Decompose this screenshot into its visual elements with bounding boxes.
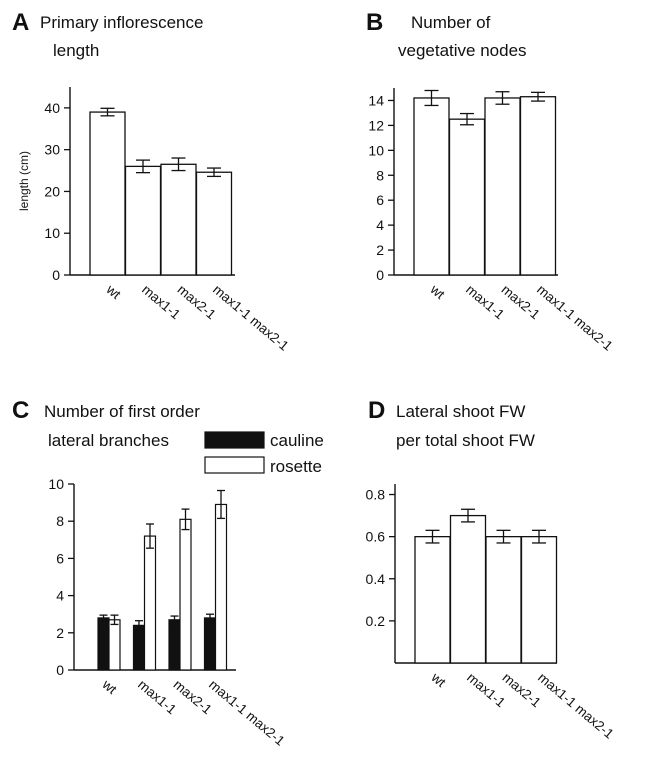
panel-b: B Number of vegetative nodes 0 2 4 6 8 10 12 14… xyxy=(366,9,616,354)
bar-max2-1 xyxy=(485,535,522,664)
y-tick-label: 8 xyxy=(376,167,384,183)
y-tick-label: 0 xyxy=(56,662,64,678)
bar-wt xyxy=(413,97,450,276)
x-category-label-max1-1: max1-1 xyxy=(135,677,179,717)
x-category-label-max1-1-max2-1: max1-1 max2-1 xyxy=(535,670,616,742)
y-tick-label: 4 xyxy=(376,217,384,233)
bar-rosette-wt xyxy=(108,619,121,671)
x-category-label-max1-1: max1-1 xyxy=(463,282,507,322)
x-category-label-max1-1: max1-1 xyxy=(464,670,508,710)
legend-label-rosette: rosette xyxy=(270,457,322,476)
x-category-label-wt: wt xyxy=(103,281,124,302)
bar-rosette-max1-1 xyxy=(143,535,157,671)
panel-d-title-line-2: per total shoot FW xyxy=(396,431,535,450)
y-tick-label: 0.6 xyxy=(366,529,386,545)
y-tick-label: 10 xyxy=(48,476,64,492)
panel-a-title-line-1: Primary inflorescence xyxy=(40,13,203,32)
y-tick-label: 2 xyxy=(56,625,64,641)
panel-d: D Lateral shoot FW per total shoot FW 0.… xyxy=(366,397,617,742)
panel-a-title-line-2: length xyxy=(53,41,99,60)
y-tick-label: 10 xyxy=(368,142,384,158)
bar-rosette-max1-1-max2-1 xyxy=(214,503,228,671)
x-category-label-max1-1-max2-1: max1-1 max2-1 xyxy=(210,282,291,354)
y-tick-label: 10 xyxy=(44,225,60,241)
bar-max1-1 xyxy=(449,514,487,664)
x-category-label-max1-1: max1-1 xyxy=(139,282,183,322)
x-category-label-max2-1: max2-1 xyxy=(171,677,215,717)
panel-letter-a: A xyxy=(12,9,29,36)
y-tick-label: 0 xyxy=(376,267,384,283)
panel-c-legend: cauline rosette xyxy=(204,431,324,476)
panel-letter-d: D xyxy=(368,397,385,424)
panel-a-plot: 0 10 20 30 40 length (cm) wt max1-1max2-1max1-1… xyxy=(17,87,292,354)
y-tick-label: 30 xyxy=(44,142,60,158)
panel-a: A Primary inflorescence length 0 10 20 30 40… xyxy=(12,9,292,354)
panel-c: C Number of first order lateral branches… xyxy=(12,397,324,749)
panel-c-title-line-2: lateral branches xyxy=(48,431,169,450)
bar-cauline-max1-1 xyxy=(132,624,146,671)
x-category-label-max1-1-max2-1: max1-1 max2-1 xyxy=(534,282,615,354)
y-tick-label: 40 xyxy=(44,100,60,116)
panel-c-title-line-1: Number of first order xyxy=(44,402,200,421)
y-axis-label: length (cm) xyxy=(17,151,31,211)
y-tick-label: 0 xyxy=(52,267,60,283)
x-category-label-wt: wt xyxy=(428,669,449,690)
bar-max1-1 xyxy=(124,165,162,276)
y-tick-label: 6 xyxy=(376,192,384,208)
y-tick-label: 20 xyxy=(44,183,60,199)
bar-rosette-max2-1 xyxy=(179,518,192,671)
bar-max1-1-max2-1 xyxy=(195,171,233,276)
y-tick-label: 8 xyxy=(56,513,64,529)
bar-max1-1-max2-1 xyxy=(519,96,557,276)
x-category-label-max2-1: max2-1 xyxy=(500,670,544,710)
bar-max2-1 xyxy=(160,163,197,276)
legend-swatch-cauline xyxy=(204,431,265,449)
y-tick-label: 0.8 xyxy=(366,487,386,503)
y-tick-label: 12 xyxy=(368,117,384,133)
x-category-label-max1-1-max2-1: max1-1 max2-1 xyxy=(206,677,287,749)
bar-max1-1 xyxy=(448,118,486,276)
panel-d-title-line-1: Lateral shoot FW xyxy=(396,402,525,421)
bar-cauline-max1-1-max2-1 xyxy=(203,617,217,671)
panel-b-title-line-1: Number of xyxy=(411,13,491,32)
legend-label-cauline: cauline xyxy=(270,431,324,450)
bar-cauline-max2-1 xyxy=(168,619,181,671)
y-tick-label: 2 xyxy=(376,242,384,258)
y-tick-label: 14 xyxy=(368,92,384,108)
x-category-label-max2-1: max2-1 xyxy=(175,282,219,322)
bar-max1-1-max2-1 xyxy=(520,535,558,664)
y-tick-label: 0.2 xyxy=(366,613,386,629)
legend-swatch-rosette xyxy=(204,456,265,474)
bar-wt xyxy=(414,535,451,664)
panel-letter-b: B xyxy=(366,9,383,36)
panel-letter-c: C xyxy=(12,397,29,424)
y-tick-label: 0.4 xyxy=(366,571,386,587)
x-category-label-max2-1: max2-1 xyxy=(499,282,543,322)
bar-wt xyxy=(89,111,126,276)
bar-max2-1 xyxy=(484,97,521,276)
bar-cauline-wt xyxy=(97,617,110,671)
x-category-label-wt: wt xyxy=(99,676,120,697)
x-category-label-wt: wt xyxy=(427,281,448,302)
y-tick-label: 6 xyxy=(56,550,64,566)
y-tick-label: 4 xyxy=(56,588,64,604)
panel-b-title-line-2: vegetative nodes xyxy=(398,41,527,60)
